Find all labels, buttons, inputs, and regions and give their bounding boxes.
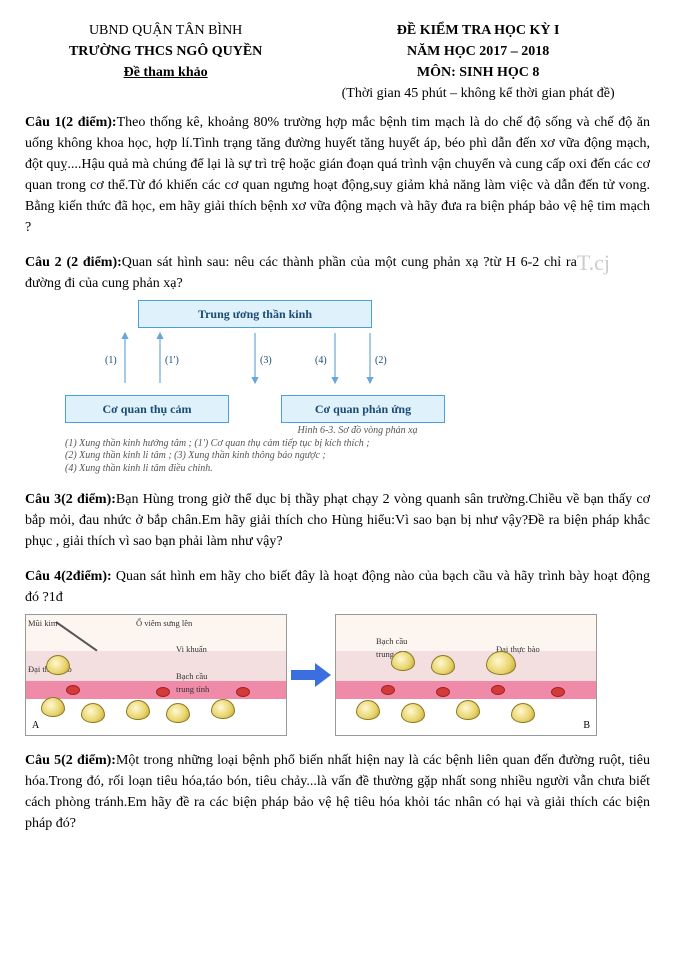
title-line-1: ĐỀ KIỂM TRA HỌC KỲ I (306, 20, 650, 41)
arrow-label-3: (3) (260, 355, 272, 366)
q5-label: Câu 5(2 điểm): (25, 753, 116, 768)
question-1: Câu 1(2 điểm):Theo thống kê, khoảng 80% … (25, 112, 650, 238)
question-3: Câu 3(2 điểm):Bạn Hùng trong giờ thể dục… (25, 489, 650, 552)
exam-ref: Đề tham khảo (25, 62, 306, 83)
arrow-label-4: (4) (315, 355, 327, 366)
q4-label: Câu 4(2điểm): (25, 569, 112, 584)
needle-icon (55, 621, 97, 651)
box-cns: Trung ương thần kinh (138, 300, 372, 328)
q1-label: Câu 1(2 điểm): (25, 115, 117, 130)
question-5: Câu 5(2 điểm):Một trong những loại bệnh … (25, 750, 650, 834)
header-left: UBND QUẬN TÂN BÌNH TRƯỜNG THCS NGÔ QUYỀN… (25, 20, 306, 104)
diagram-caption: Hình 6-3. Sơ đồ vòng phản xạ (1) Xung th… (65, 425, 650, 475)
q3-label: Câu 3(2 điểm): (25, 492, 116, 507)
q4-text: Quan sát hình em hãy cho biết đây là hoạ… (25, 569, 650, 605)
label-bachcau-a: Bạch cầu trung tính (176, 670, 209, 696)
box-receptor: Cơ quan thụ cảm (65, 395, 229, 423)
arrow-label-1: (1) (105, 355, 117, 366)
panel-b-letter: B (583, 718, 590, 733)
arrow-right-icon (291, 663, 331, 687)
watermark: T.cj (577, 246, 610, 279)
q1-text: Theo thống kê, khoảng 80% trường hợp mắc… (25, 115, 650, 235)
question-2: Câu 2 (2 điểm):Quan sát hình sau: nêu cá… (25, 252, 650, 294)
question-4: Câu 4(2điểm): Quan sát hình em hãy cho b… (25, 566, 650, 608)
header: UBND QUẬN TÂN BÌNH TRƯỜNG THCS NGÔ QUYỀN… (25, 20, 650, 104)
caption-title: Hình 6-3. Sơ đồ vòng phản xạ (65, 425, 650, 438)
title-line-2: NĂM HỌC 2017 – 2018 (306, 41, 650, 62)
panel-b: Bạch cầu trung tính Đại thực bào B (335, 614, 597, 736)
duration-line: (Thời gian 45 phút – không kể thời gian … (306, 83, 650, 104)
arrow-label-2: (2) (375, 355, 387, 366)
reflex-arc-diagram: Trung ương thần kinh (1) (1′) (3) (4) (2… (65, 300, 445, 423)
q3-text: Bạn Hùng trong giờ thể dục bị thầy phạt … (25, 492, 650, 549)
panel-a-letter: A (32, 718, 39, 733)
label-muikim: Mũi kim (28, 617, 58, 630)
caption-lines: (1) Xung thần kinh hướng tâm ; (1') Cơ q… (65, 438, 650, 476)
q5-text: Một trong những loại bệnh phổ biến nhất … (25, 753, 650, 831)
school-name: TRƯỜNG THCS NGÔ QUYỀN (25, 41, 306, 62)
arrow-label-1p: (1′) (165, 355, 179, 366)
org-line-1: UBND QUẬN TÂN BÌNH (25, 20, 306, 41)
header-right: ĐỀ KIỂM TRA HỌC KỲ I NĂM HỌC 2017 – 2018… (306, 20, 650, 104)
diagram-arrows: (1) (1′) (3) (4) (2) (65, 328, 445, 388)
box-effector: Cơ quan phản ứng (281, 395, 445, 423)
q2-label: Câu 2 (2 điểm): (25, 255, 122, 270)
subject-line: MÔN: SINH HỌC 8 (306, 62, 650, 83)
phagocytosis-illustration: Mũi kim Ổ viêm sưng lên Vi khuẩn Đại thự… (25, 614, 650, 736)
label-oviem: Ổ viêm sưng lên (136, 617, 192, 630)
label-vikhuan: Vi khuẩn (176, 643, 207, 656)
panel-a: Mũi kim Ổ viêm sưng lên Vi khuẩn Đại thự… (25, 614, 287, 736)
